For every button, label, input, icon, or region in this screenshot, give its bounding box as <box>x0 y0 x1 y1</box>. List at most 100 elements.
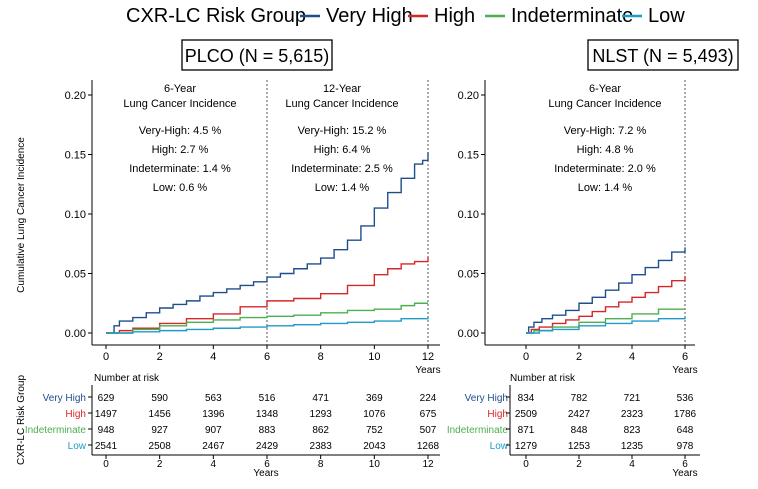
x-tick-label: 10 <box>368 351 380 363</box>
risk-count: 1348 <box>256 409 279 420</box>
risk-count: 862 <box>312 425 329 436</box>
annotation-line: Very-High: 7.2 % <box>564 125 647 137</box>
annotation-line: Indeterminate: 2.5 % <box>291 163 393 175</box>
panel-title-text: NLST (N = 5,493) <box>592 46 733 66</box>
y-tick-label: 0.20 <box>65 90 86 102</box>
y-tick-label: 0.00 <box>458 328 479 340</box>
panel-title-nlst: NLST (N = 5,493) <box>587 39 739 71</box>
risk-count: 2383 <box>310 441 333 452</box>
number-at-risk-label: Number at risk <box>94 373 160 384</box>
panel-title-box <box>181 39 333 71</box>
risk-count: 907 <box>205 425 222 436</box>
risk-x-tick-label: 0 <box>523 459 529 470</box>
legend-label: Indeterminate <box>511 5 633 27</box>
panel-title-plco: PLCO (N = 5,615) <box>181 39 333 71</box>
risk-row-label: High <box>487 409 508 420</box>
y-tick-label: 0.15 <box>458 150 479 162</box>
risk-count: 629 <box>98 393 115 404</box>
risk-count: 224 <box>420 393 437 404</box>
risk-count: 471 <box>312 393 329 404</box>
risk-count: 590 <box>151 393 168 404</box>
x-tick-label: 8 <box>318 351 324 363</box>
risk-x-tick-label: 6 <box>682 459 688 470</box>
annotation-line: Low: 0.6 % <box>153 182 208 194</box>
annotation-header: 6-Year <box>164 83 196 95</box>
risk-count: 1293 <box>310 409 333 420</box>
risk-count: 978 <box>677 441 694 452</box>
legend-label: Very High <box>326 5 413 27</box>
risk-row-label: Indeterminate <box>25 425 87 436</box>
series-line-high <box>526 275 686 334</box>
risk-count: 1235 <box>621 441 644 452</box>
risk-count: 871 <box>518 425 535 436</box>
number-at-risk-label: Number at risk <box>510 373 576 384</box>
legend: CXR-LC Risk Group Very High High Indetermi… <box>126 5 685 27</box>
risk-x-tick-label: 0 <box>103 459 109 470</box>
x-tick-label: 12 <box>422 351 434 363</box>
y-tick-label: 0.10 <box>65 209 86 221</box>
annotation-line: Indeterminate: 2.0 % <box>554 163 656 175</box>
annotation-line: Indeterminate: 1.4 % <box>129 163 231 175</box>
risk-count: 1253 <box>568 441 591 452</box>
y-tick-label: 0.05 <box>458 269 479 281</box>
risk-count: 536 <box>677 393 694 404</box>
annotation-line: Low: 1.4 % <box>578 182 633 194</box>
legend-label: High <box>434 5 475 27</box>
risk-count: 2043 <box>363 441 386 452</box>
annotation-header: 12-Year <box>323 83 361 95</box>
x-tick-label: 4 <box>629 351 635 363</box>
risk-x-tick-label: 2 <box>157 459 163 470</box>
series-line-low <box>106 316 429 334</box>
risk-count: 1268 <box>417 441 440 452</box>
risk-axis-label: CXR-LC Risk Group <box>16 375 27 465</box>
years-label: Years <box>253 468 278 479</box>
risk-row-label: Low <box>68 441 87 452</box>
risk-x-tick-label: 8 <box>318 459 324 470</box>
risk-count: 1786 <box>674 409 697 420</box>
risk-table-plco: Number at risk Years Very High 629 590 563 5… <box>25 373 440 479</box>
risk-count: 2429 <box>256 441 279 452</box>
annotation-header: Lung Cancer Incidence <box>548 98 661 110</box>
y-tick-label: 0.15 <box>65 150 86 162</box>
series-line-low <box>526 316 686 334</box>
risk-row-label: Very High <box>465 393 508 404</box>
risk-count: 2467 <box>202 441 225 452</box>
series-line-indeterminate <box>526 308 685 334</box>
risk-count: 782 <box>571 393 588 404</box>
risk-count: 883 <box>259 425 276 436</box>
y-tick-label: 0.05 <box>65 269 86 281</box>
series-line-very-high <box>526 247 686 334</box>
x-tick-label: 6 <box>264 351 270 363</box>
x-tick-label: 6 <box>682 351 688 363</box>
plot-plco: 0.00 0.05 0.10 0.15 0.20 0 2 4 6 8 10 12 Years 6-Year… <box>65 80 441 376</box>
risk-count: 675 <box>420 409 437 420</box>
annotation-header: Lung Cancer Incidence <box>123 98 236 110</box>
annotation-line: High: 6.4 % <box>314 144 371 156</box>
x-axis-label: Years <box>672 365 697 376</box>
risk-count: 1456 <box>149 409 172 420</box>
risk-x-tick-label: 12 <box>422 459 434 470</box>
annotation-line: Low: 1.4 % <box>315 182 370 194</box>
risk-count: 2509 <box>515 409 538 420</box>
legend-label: Low <box>648 5 685 27</box>
risk-row-label: Low <box>490 441 509 452</box>
risk-x-tick-label: 4 <box>211 459 217 470</box>
risk-count: 823 <box>624 425 641 436</box>
risk-table-nlst: Number at risk Years Very High 834 782 721 5… <box>447 373 700 479</box>
risk-count: 2508 <box>149 441 172 452</box>
years-label: Years <box>672 468 697 479</box>
risk-row-label: Very High <box>43 393 86 404</box>
risk-count: 2541 <box>95 441 118 452</box>
y-tick-label: 0.00 <box>65 328 86 340</box>
x-tick-label: 2 <box>576 351 582 363</box>
risk-count: 563 <box>205 393 222 404</box>
annotation-line: High: 2.7 % <box>152 144 209 156</box>
risk-count: 369 <box>366 393 383 404</box>
risk-count: 927 <box>151 425 168 436</box>
x-tick-label: 0 <box>523 351 529 363</box>
risk-row-label: Indeterminate <box>447 425 509 436</box>
risk-count: 1279 <box>515 441 538 452</box>
legend-title: CXR-LC Risk Group <box>126 5 306 27</box>
risk-count: 2427 <box>568 409 591 420</box>
